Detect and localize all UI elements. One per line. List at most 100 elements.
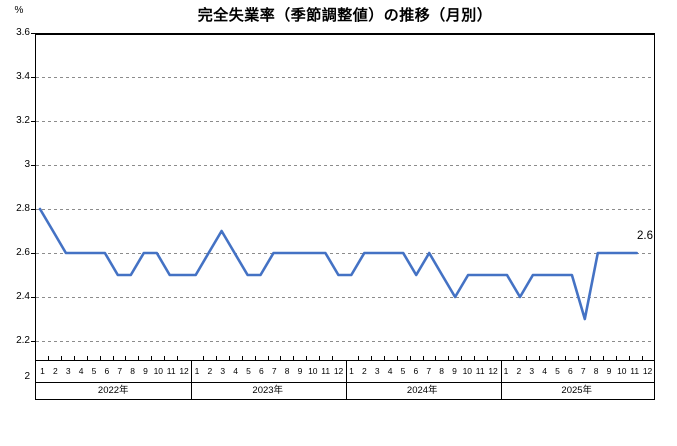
month-label: 2 — [207, 366, 213, 376]
month-boundary-tick — [267, 356, 269, 360]
data-line-svg — [38, 207, 639, 321]
month-label: 5 — [91, 366, 97, 376]
month-boundary-tick — [254, 356, 256, 360]
month-label: 2 — [516, 366, 522, 376]
month-label: 1 — [349, 366, 354, 376]
y-axis-tick — [31, 121, 35, 122]
plot-area — [35, 33, 655, 361]
year-divider — [190, 361, 192, 400]
month-label: 4 — [542, 366, 547, 376]
chart-title: 完全失業率（季節調整値）の推移（月別） — [197, 7, 493, 24]
year-divider — [345, 361, 347, 400]
category-axis: 1 2 3 4 5 6 7 8 9 10 11 12 1 2 3 4 5 6 7 8 9 10 11 12 1 2 3 4 5 6 7 8 9 1… — [35, 361, 655, 400]
year-label: 2022年 — [97, 385, 129, 396]
month-label: 3 — [65, 366, 71, 376]
month-label: 4 — [78, 366, 84, 376]
year-divider — [500, 361, 502, 400]
year-label: 2024年 — [406, 385, 438, 396]
month-label: 6 — [413, 366, 419, 376]
month-boundary-tick — [125, 356, 127, 360]
gridline — [36, 341, 654, 342]
month-boundary-tick — [435, 356, 437, 360]
month-label: 5 — [246, 366, 251, 376]
y-axis-tick-label: 2 — [24, 371, 30, 382]
month-boundary-tick — [293, 356, 295, 360]
month-boundary-tick — [409, 356, 411, 360]
month-label-row: 1 2 3 4 5 6 7 8 9 10 11 12 1 2 3 4 5 6 7 8 9 10 11 12 1 2 3 4 5 6 7 8 9 1… — [36, 361, 654, 383]
month-boundary-tick — [525, 356, 527, 360]
y-axis-tick — [31, 341, 35, 342]
month-boundary-tick — [474, 356, 476, 360]
month-label: 4 — [233, 366, 238, 376]
month-boundary-tick — [177, 356, 179, 360]
month-label: 2 — [52, 366, 58, 376]
y-axis-unit-label: % — [14, 5, 24, 16]
month-boundary-tick — [512, 356, 514, 360]
month-boundary-tick — [564, 356, 566, 360]
month-boundary-tick — [448, 356, 450, 360]
month-label: 12 — [179, 366, 189, 376]
gridline — [36, 209, 654, 210]
month-label: 12 — [642, 366, 653, 376]
month-label: 12 — [333, 366, 344, 376]
y-axis-tick-label: 3.6 — [16, 27, 30, 38]
month-boundary-tick — [396, 356, 398, 360]
month-label: 6 — [258, 366, 264, 376]
month-label: 7 — [271, 366, 277, 376]
month-label: 8 — [439, 366, 444, 376]
month-boundary-tick — [60, 356, 62, 360]
month-label: 6 — [567, 366, 573, 376]
month-boundary-tick — [112, 356, 114, 360]
month-boundary-tick — [357, 356, 359, 360]
month-label: 5 — [400, 366, 406, 376]
month-boundary-tick — [332, 356, 334, 360]
month-boundary-tick — [629, 356, 631, 360]
month-boundary-tick — [138, 356, 140, 360]
month-label: 1 — [40, 366, 45, 376]
unemployment-line — [38, 207, 639, 321]
y-axis-tick-label: 3.4 — [16, 71, 30, 82]
y-axis-tick — [31, 209, 35, 210]
month-label: 11 — [321, 366, 331, 376]
month-boundary-tick — [228, 356, 230, 360]
month-label: 1 — [194, 366, 200, 376]
month-boundary-tick — [86, 356, 88, 360]
y-axis-tick — [31, 33, 35, 34]
month-label: 7 — [426, 366, 432, 376]
month-label: 2 — [361, 366, 367, 376]
month-label: 3 — [220, 366, 226, 376]
month-boundary-tick — [422, 356, 424, 360]
month-boundary-tick — [215, 356, 217, 360]
month-boundary-tick — [487, 356, 489, 360]
month-boundary-tick — [73, 356, 75, 360]
y-axis-tick-label: 2.6 — [16, 247, 30, 258]
month-label: 9 — [143, 366, 148, 376]
year-label: 2023年 — [252, 385, 284, 396]
gridline — [36, 297, 654, 298]
month-label: 8 — [130, 366, 135, 376]
y-axis-tick — [31, 77, 35, 78]
month-boundary-tick — [577, 356, 579, 360]
gridline — [36, 121, 654, 122]
y-axis-tick-label: 2.4 — [16, 291, 30, 302]
year-label-row: 2022年 2023年 2024年 2025年 — [36, 383, 654, 399]
month-label: 8 — [284, 366, 290, 376]
month-label: 9 — [452, 366, 457, 376]
y-axis-tick-label: 2.2 — [16, 335, 30, 346]
month-label: 7 — [580, 366, 586, 376]
y-axis-tick-label: 2.8 — [16, 203, 30, 214]
month-boundary-tick — [538, 356, 540, 360]
month-label: 9 — [606, 366, 612, 376]
month-label: 5 — [555, 366, 560, 376]
y-axis-tick-label: 3.2 — [16, 115, 30, 126]
month-label: 1 — [503, 366, 509, 376]
month-label: 11 — [166, 366, 176, 376]
gridline — [36, 165, 654, 166]
month-boundary-tick — [383, 356, 385, 360]
month-label: 11 — [630, 366, 640, 376]
y-axis-tick-label: 3 — [24, 159, 30, 170]
y-axis-tick — [31, 165, 35, 166]
month-boundary-tick — [603, 356, 605, 360]
month-label: 9 — [297, 366, 303, 376]
